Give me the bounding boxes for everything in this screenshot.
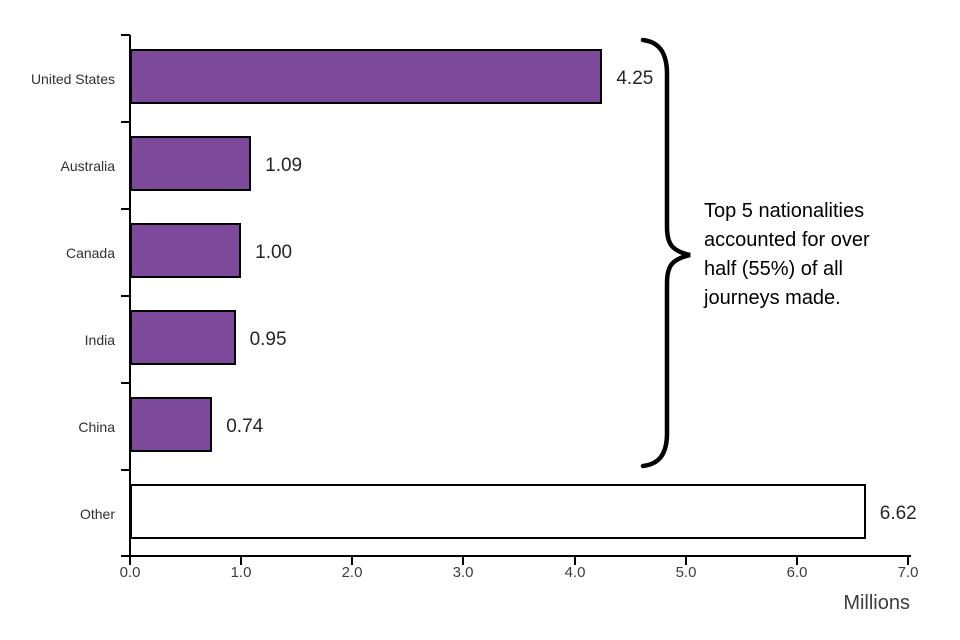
- value-label: 1.09: [265, 154, 303, 176]
- x-tick-label: 2.0: [341, 564, 363, 581]
- x-axis-tick: [351, 557, 353, 565]
- chart-row-australia: Australia 1.09: [0, 122, 960, 209]
- x-tick-label: 0.0: [119, 564, 141, 581]
- chart-row-india: India 0.95: [0, 296, 960, 383]
- bar-canada: [130, 223, 242, 278]
- x-axis-tick: [907, 557, 909, 565]
- annotation-line: Top 5 nationalities: [704, 200, 865, 222]
- y-axis-tick: [121, 208, 130, 210]
- x-tick-label: 3.0: [452, 564, 474, 581]
- category-label: India: [84, 331, 115, 348]
- bar-australia: [130, 136, 252, 191]
- annotation-line: journeys made.: [704, 287, 841, 309]
- x-tick-label: 1.0: [230, 564, 252, 581]
- bar-united-states: [130, 49, 603, 104]
- x-axis: [121, 555, 911, 557]
- x-tick-label: 5.0: [675, 564, 697, 581]
- x-axis-tick: [462, 557, 464, 565]
- x-tick-label: 6.0: [786, 564, 808, 581]
- chart-row-canada: Canada 1.00: [0, 209, 960, 296]
- category-label: United States: [30, 70, 115, 87]
- x-axis-tick: [129, 557, 131, 565]
- x-tick-label: 4.0: [564, 564, 586, 581]
- bar-other: [130, 484, 866, 539]
- value-label: 0.74: [226, 415, 264, 437]
- chart-row-other: Other 6.62: [0, 470, 960, 557]
- y-axis-tick: [121, 34, 130, 36]
- category-label: Australia: [60, 157, 115, 174]
- x-axis-tick: [796, 557, 798, 565]
- x-axis-tick: [240, 557, 242, 565]
- annotation-callout: Top 5 nationalities accounted for over h…: [704, 197, 950, 313]
- value-label: 0.95: [249, 328, 287, 350]
- annotation-line: accounted for over: [704, 229, 870, 251]
- y-axis: [129, 35, 131, 557]
- chart-row-china: China 0.74: [0, 383, 960, 470]
- y-axis-tick: [121, 121, 130, 123]
- bar-india: [130, 310, 236, 365]
- category-label: China: [78, 418, 115, 435]
- x-axis-title: Millions: [843, 592, 910, 614]
- value-label: 4.25: [616, 67, 654, 89]
- x-tick-label: 7.0: [897, 564, 919, 581]
- y-axis-tick: [121, 469, 130, 471]
- category-label: Other: [79, 505, 115, 522]
- x-axis-tick: [685, 557, 687, 565]
- x-axis-tick: [574, 557, 576, 565]
- bar-china: [130, 397, 213, 452]
- annotation-line: half (55%) of all: [704, 258, 843, 280]
- y-axis-tick: [121, 382, 130, 384]
- value-label: 1.00: [255, 241, 293, 263]
- value-label: 6.62: [879, 502, 917, 524]
- y-axis-tick: [121, 295, 130, 297]
- category-label: Canada: [65, 244, 115, 261]
- chart-row-united-states: United States 4.25: [0, 35, 960, 122]
